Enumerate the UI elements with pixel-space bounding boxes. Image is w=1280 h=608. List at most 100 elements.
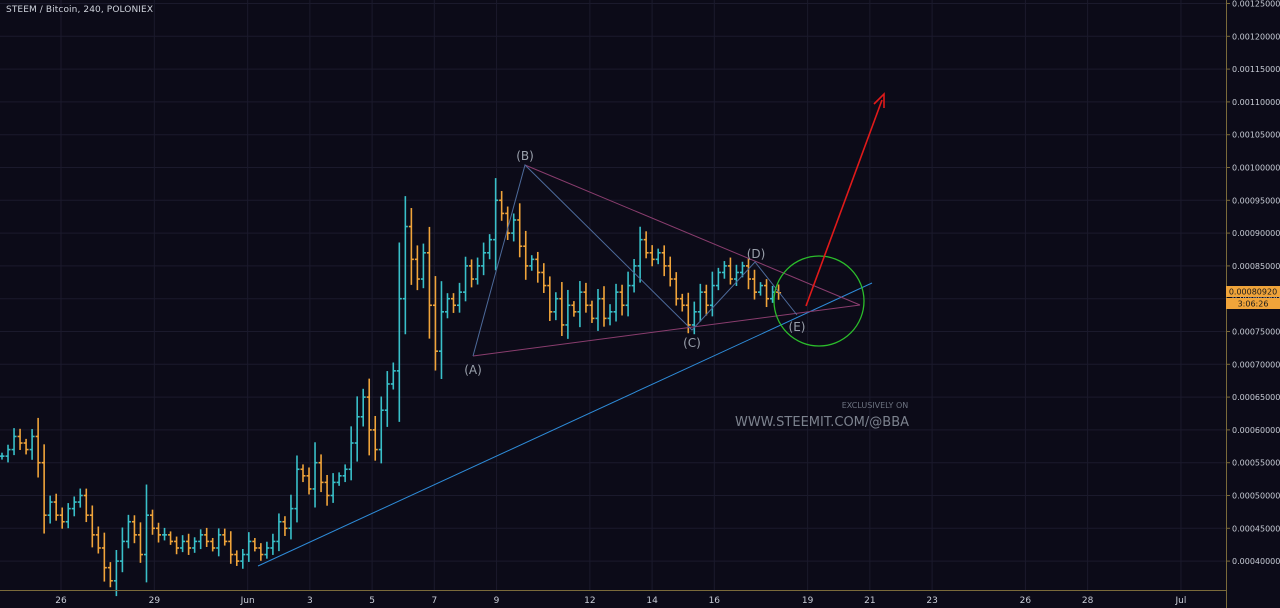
ohlc-bar: [625, 271, 631, 317]
price-tags: 0.00080920 3:06:26: [1226, 286, 1280, 309]
date-tick-label: 23: [926, 596, 937, 606]
ohlc-bar: [77, 488, 83, 508]
date-tick-label: 16: [709, 596, 721, 606]
ohlc-bar: [601, 286, 607, 327]
watermark: EXCLUSIVELY ON WWW.STEEMIT.COM/@BBA: [735, 401, 909, 430]
ohlc-bar: [408, 208, 414, 285]
price-tick-label: 0.00050000: [1232, 492, 1280, 501]
ohlc-bar: [288, 494, 294, 540]
date-tick-label: 9: [494, 596, 500, 606]
ohlc-bar: [192, 537, 198, 553]
ohlc-bar: [372, 415, 378, 461]
ohlc-bar: [517, 203, 523, 258]
ohlc-bar: [168, 531, 174, 545]
ohlc-bar: [156, 522, 162, 543]
time-axis[interactable]: 26 29 Jun 3 5 7 9 12 14 16 19 21 23 26 28 Jul: [0, 590, 1226, 607]
ohlc-bar: [438, 281, 444, 380]
ohlc-bar: [89, 505, 95, 548]
ohlc-bar: [312, 442, 318, 508]
ohlc-bar: [487, 234, 493, 260]
ohlc-bar: [535, 251, 541, 283]
date-tick-label: Jun: [240, 596, 255, 606]
ohlc-bar: [264, 541, 270, 559]
price-tick-label: 0.00040000: [1232, 557, 1280, 566]
ascending-trendline[interactable]: [257, 282, 873, 567]
ohlc-bar: [703, 284, 709, 316]
ohlc-bar: [282, 516, 288, 536]
ohlc-bar: [673, 272, 679, 306]
ohlc-bar: [270, 533, 276, 555]
date-tick-label: 29: [149, 596, 161, 606]
ohlc-bar: [348, 426, 354, 481]
ohlc-bar: [324, 474, 330, 506]
ohlc-bar: [649, 245, 655, 267]
price-tick-label: 0.00075000: [1232, 328, 1280, 337]
target-projection[interactable]: [773, 92, 885, 347]
ohlc-bar: [162, 527, 168, 541]
ohlc-bar: [493, 178, 499, 271]
ohlc-bar: [23, 438, 29, 455]
ohlc-bar: [595, 289, 601, 331]
ohlc-bar: [35, 417, 41, 478]
ohlc-bar: [499, 191, 505, 221]
price-tick-label: 0.00090000: [1232, 229, 1280, 238]
wave-label: (E): [789, 320, 806, 334]
ohlc-bar: [222, 528, 228, 546]
ohlc-bar: [5, 444, 11, 463]
triangle-pattern[interactable]: [472, 164, 861, 357]
ohlc-bar: [589, 300, 595, 323]
ohlc-bar: [547, 276, 553, 322]
date-tick-label: Jul: [1175, 596, 1187, 606]
date-tick-label: 26: [55, 596, 67, 606]
ohlc-bar: [378, 396, 384, 464]
ohlc-bar: [360, 388, 366, 427]
ohlc-bar: [252, 537, 258, 552]
ohlc-bar: [95, 526, 101, 554]
trendline-segment: [257, 282, 873, 567]
ohlc-bar: [150, 509, 155, 535]
date-tick-label: 14: [646, 596, 658, 606]
ohlc-bar: [53, 493, 59, 521]
chart-grid: [0, 0, 1226, 590]
ohlc-bar: [336, 472, 342, 486]
ohlc-bar: [414, 245, 420, 291]
ohlc-bar: [11, 428, 17, 456]
ohlc-bar: [426, 226, 432, 339]
ohlc-bar: [752, 269, 757, 300]
ohlc-bar: [577, 281, 583, 328]
date-tick-label: 21: [864, 596, 875, 606]
ohlc-bar: [300, 464, 306, 483]
wave-abcde-path: [472, 164, 798, 357]
ohlc-bar: [113, 549, 119, 597]
ohlc-bar: [17, 428, 23, 450]
ohlc-bar: [457, 282, 463, 313]
ohlc-bar: [71, 496, 77, 517]
ohlc-bar: [65, 503, 71, 529]
ohlc-bar: [306, 467, 312, 495]
ohlc-bar: [131, 515, 137, 544]
ohlc-bar: [294, 455, 300, 523]
ohlc-bar: [541, 263, 547, 293]
price-tick-label: 0.00095000: [1232, 196, 1280, 205]
date-tick-label: 5: [369, 596, 375, 606]
ohlc-bar: [721, 261, 727, 279]
triangle-upper-line: [524, 164, 861, 306]
ohlc-bar: [119, 527, 125, 573]
ohlc-bar: [481, 242, 487, 276]
date-tick-label: 7: [431, 596, 437, 606]
price-tick-label: 0.00125000: [1232, 0, 1280, 9]
wave-labels: (A) (B) (C) (D) (E): [464, 149, 805, 377]
ohlc-bar: [125, 514, 131, 549]
ohlc-bar: [727, 257, 733, 285]
ohlc-bar: [83, 488, 89, 523]
ohlc-bar: [505, 206, 511, 240]
ohlc-bar: [733, 264, 739, 286]
wave-label: (C): [683, 336, 701, 350]
ohlc-bar: [691, 301, 697, 335]
ohlc-bar: [463, 256, 469, 302]
projection-arrow: [805, 99, 883, 307]
ohlc-bar: [384, 371, 390, 427]
ohlc-bar: [198, 529, 204, 550]
ohlc-bar: [451, 293, 456, 313]
